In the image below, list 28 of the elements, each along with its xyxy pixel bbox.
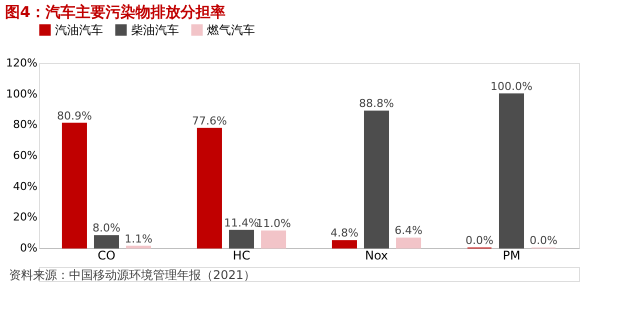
y-tick-label: 120%	[6, 56, 38, 70]
data-label: 88.8%	[359, 97, 394, 110]
data-label: 11.0%	[256, 217, 292, 230]
data-label: 0.0%	[530, 234, 558, 247]
y-tick-label: 20%	[13, 210, 38, 224]
y-tick-label: 100%	[6, 87, 38, 100]
x-tick-label: CO	[98, 248, 116, 262]
text: 资料来源：中国移动源环境管理年报（2021）	[9, 268, 256, 282]
data-label: 80.9%	[56, 109, 92, 122]
data-label: 6.4%	[394, 224, 423, 238]
data-label: 100.0%	[490, 80, 532, 93]
x-tick-label: Nox	[364, 248, 388, 262]
legend-label: 汽油汽车	[55, 23, 103, 37]
y-tick-label: 0%	[20, 242, 38, 254]
chart-title: 图4：汽车主要污染物排放分担率	[5, 3, 226, 21]
data-label: 11.4%	[224, 216, 259, 230]
data-label: 77.6%	[192, 114, 227, 128]
legend-label: 燃气汽车	[207, 23, 255, 37]
y-tick-label: 60%	[13, 149, 38, 162]
x-tick-label: PM	[502, 248, 520, 262]
y-tick-label: 40%	[13, 180, 38, 193]
data-label: 8.0%	[92, 222, 120, 235]
legend-label: 柴油汽车	[131, 23, 179, 37]
data-label: 4.8%	[330, 226, 358, 240]
data-label: 0.0%	[465, 234, 494, 247]
x-tick-label: HC	[232, 248, 250, 262]
data-label: 1.1%	[124, 232, 153, 246]
y-tick-label: 80%	[13, 118, 38, 132]
